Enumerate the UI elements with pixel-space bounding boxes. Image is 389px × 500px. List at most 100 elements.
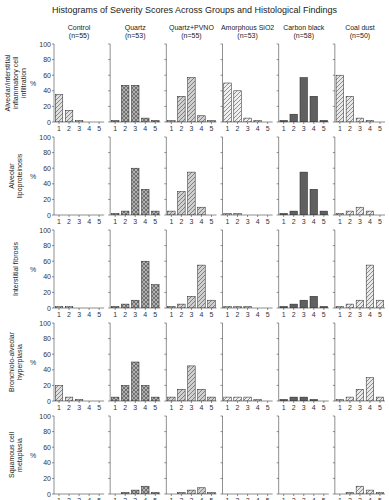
- y-tick: [52, 59, 54, 60]
- x-tick-label: 3: [77, 497, 81, 500]
- x-tick: [181, 308, 182, 310]
- chart: Histograms of Severity Scores Across Gro…: [0, 0, 389, 500]
- bar: [178, 192, 186, 215]
- y-tick: [221, 137, 223, 138]
- x-tick-label: 5: [210, 497, 214, 500]
- x-tick: [191, 494, 192, 496]
- y-tick: [108, 75, 110, 76]
- x-tick-label: 1: [57, 497, 61, 500]
- y-tick-label: 40: [43, 273, 51, 280]
- y-tick: [221, 385, 223, 386]
- x-tick-label: 2: [179, 218, 183, 225]
- x-tick-label: 5: [266, 218, 270, 225]
- y-axis: [222, 137, 223, 215]
- x-tick-label: 1: [57, 218, 61, 225]
- x-tick: [283, 122, 284, 124]
- x-tick: [89, 401, 90, 403]
- x-tick: [89, 122, 90, 124]
- bars: [280, 78, 328, 122]
- x-tick-label: 2: [292, 218, 296, 225]
- y-axis: [278, 230, 279, 308]
- x-tick: [59, 215, 60, 217]
- x-tick-label: 1: [57, 125, 61, 132]
- x-tick: [257, 494, 258, 496]
- x-tick: [359, 401, 360, 403]
- x-tick-label: 5: [378, 125, 382, 132]
- x-tick-label: 5: [266, 125, 270, 132]
- x-tick: [115, 215, 116, 217]
- y-tick: [52, 230, 54, 231]
- x-tick: [171, 215, 172, 217]
- x-tick-label: 4: [256, 404, 260, 411]
- y-axis: [278, 137, 279, 215]
- x-tick: [379, 215, 380, 217]
- x-tick-label: 1: [113, 218, 117, 225]
- y-tick: [52, 276, 54, 277]
- x-tick: [211, 215, 212, 217]
- bar: [310, 96, 318, 122]
- x-tick: [349, 401, 350, 403]
- x-tick: [171, 122, 172, 124]
- x-tick-label: 5: [378, 311, 382, 318]
- x-tick-label: 4: [143, 125, 147, 132]
- y-tick: [52, 183, 54, 184]
- y-axis: [166, 323, 167, 401]
- y-tick: [221, 447, 223, 448]
- x-tick-label: 5: [97, 125, 101, 132]
- bar: [356, 207, 364, 215]
- y-tick: [277, 59, 279, 60]
- bar: [208, 300, 216, 308]
- y-tick: [277, 261, 279, 262]
- bar: [131, 362, 139, 401]
- x-tick-label: 4: [199, 497, 203, 500]
- y-tick: [333, 152, 335, 153]
- y-tick: [333, 431, 335, 432]
- x-tick: [339, 494, 340, 496]
- panel: 12345: [164, 416, 216, 500]
- y-tick: [333, 416, 335, 417]
- y-axis: [166, 137, 167, 215]
- y-axis: [166, 44, 167, 122]
- bar: [300, 78, 308, 122]
- y-tick-label: 40: [43, 180, 51, 187]
- y-tick: [52, 369, 54, 370]
- bar: [188, 366, 196, 401]
- x-tick-label: 5: [97, 218, 101, 225]
- y-tick: [108, 385, 110, 386]
- y-tick: [277, 230, 279, 231]
- x-tick-label: 4: [368, 311, 372, 318]
- x-tick-label: 1: [282, 311, 286, 318]
- y-axis: [110, 44, 111, 122]
- x-tick-label: 2: [67, 218, 71, 225]
- x-tick: [349, 494, 350, 496]
- x-tick-label: 2: [236, 497, 240, 500]
- x-tick-label: 2: [67, 311, 71, 318]
- y-tick-label: 0: [47, 305, 51, 312]
- x-tick: [257, 401, 258, 403]
- x-tick: [171, 401, 172, 403]
- y-tick: [164, 215, 166, 216]
- bars: [121, 486, 159, 494]
- x-tick-label: 3: [133, 218, 137, 225]
- x-tick: [171, 494, 172, 496]
- y-tick: [221, 308, 223, 309]
- y-tick: [164, 338, 166, 339]
- x-tick-label: 4: [256, 497, 260, 500]
- y-axis: [110, 230, 111, 308]
- x-tick: [69, 308, 70, 310]
- bar: [198, 488, 206, 494]
- bar: [376, 397, 384, 401]
- bars: [346, 486, 384, 494]
- x-tick-label: 1: [338, 125, 342, 132]
- x-tick: [155, 122, 156, 124]
- x-tick-label: 3: [358, 218, 362, 225]
- x-tick: [283, 308, 284, 310]
- y-axis: [54, 230, 55, 308]
- bar: [142, 385, 150, 401]
- x-tick: [79, 494, 80, 496]
- y-tick: [333, 245, 335, 246]
- x-tick: [379, 122, 380, 124]
- bar: [131, 490, 139, 494]
- bar: [346, 304, 354, 308]
- x-tick-label: 2: [123, 218, 127, 225]
